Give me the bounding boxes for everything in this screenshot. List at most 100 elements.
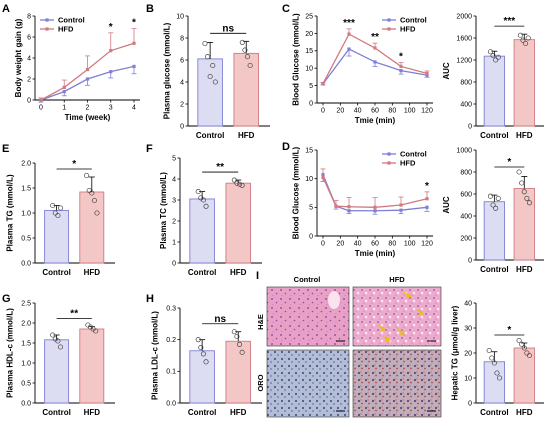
- data-point: [50, 202, 56, 209]
- data-point: [195, 189, 201, 195]
- data-point: [85, 77, 90, 81]
- data-point: [521, 345, 527, 351]
- x-category-label: HFD: [516, 265, 533, 274]
- data-point: [519, 341, 525, 347]
- legend-label: HFD: [400, 25, 416, 34]
- data-point: [425, 73, 429, 77]
- y-tick-label: 10: [305, 66, 313, 73]
- y-tick-label: 1000: [456, 147, 472, 154]
- bar: [44, 210, 70, 264]
- y-axis-label: AUC: [442, 196, 451, 214]
- y-axis-label: Plasma TC (mmol/L): [159, 172, 168, 249]
- y-tick-label: 400: [460, 101, 472, 108]
- y-tick-label: 0: [172, 260, 176, 267]
- legend-label: HFD: [400, 159, 416, 168]
- data-point: [487, 49, 494, 55]
- oro-control-image: [266, 349, 350, 418]
- x-tick-label: 20: [336, 108, 344, 115]
- histology-row-he: H&E: [256, 314, 265, 330]
- y-tick-label: 15: [305, 48, 313, 55]
- y-tick-label: 1.0: [21, 210, 31, 217]
- y-axis-label: Blood Glucose (mmol/L): [292, 146, 301, 239]
- histology-col-control: Control: [294, 275, 321, 284]
- legend-label: Control: [400, 16, 427, 25]
- data-point: [526, 200, 533, 206]
- x-category-label: Control: [480, 265, 508, 274]
- x-tick-label: 3: [109, 105, 113, 112]
- x-category-label: HFD: [230, 408, 247, 417]
- data-point: [399, 203, 403, 207]
- data-point: [490, 202, 496, 208]
- data-point: [212, 79, 218, 85]
- y-tick-label: 600: [460, 191, 472, 198]
- data-point: [231, 177, 237, 183]
- data-point: [62, 85, 66, 89]
- y-axis-label: Plasma HDL-c (mmol/L): [5, 308, 14, 398]
- y-tick-label: 2.0: [21, 160, 31, 167]
- x-tick-label: 120: [421, 241, 433, 248]
- x-tick-label: 40: [354, 241, 362, 248]
- data-point: [495, 195, 501, 201]
- y-tick-label: 1: [172, 239, 176, 246]
- y-axis-label: Hepatic TG (μmol/g liver): [451, 305, 460, 400]
- data-point: [234, 333, 240, 340]
- x-category-label: Control: [480, 408, 508, 417]
- y-tick-label: 10: [305, 176, 313, 183]
- data-point: [195, 337, 201, 343]
- y-tick-label: 4: [172, 176, 176, 183]
- significance-label: **: [70, 309, 78, 320]
- data-point: [493, 205, 499, 211]
- oro-hfd-image: [352, 349, 442, 418]
- data-point: [242, 47, 248, 53]
- data-point: [399, 64, 403, 69]
- x-tick-label: 100: [404, 241, 416, 248]
- data-point: [91, 197, 97, 204]
- y-tick-label: 2: [27, 76, 31, 83]
- x-category-label: HFD: [84, 408, 101, 417]
- y-tick-label: 2000: [456, 13, 472, 20]
- significance-label: *: [425, 181, 429, 192]
- y-axis-label: AUC: [442, 62, 451, 80]
- data-point: [321, 81, 325, 86]
- data-point: [399, 208, 403, 212]
- significance-label: *: [399, 52, 403, 63]
- panel-label-e: E: [2, 143, 9, 155]
- y-tick-label: 1600: [456, 35, 472, 42]
- x-axis-label: Tmie (min): [355, 249, 396, 258]
- y-tick-label: 8: [27, 13, 31, 20]
- data-point: [57, 344, 64, 350]
- y-tick-label: 0.1: [166, 369, 176, 376]
- y-tick-label: 10: [464, 375, 472, 382]
- data-point: [373, 209, 377, 213]
- x-axis-label: Time (week): [65, 113, 111, 122]
- data-point: [210, 62, 216, 69]
- y-tick-label: 0.0: [166, 400, 176, 407]
- data-point: [516, 169, 522, 175]
- y-tick-label: 800: [460, 169, 472, 176]
- y-tick-label: 6: [180, 57, 184, 64]
- y-tick-label: 0: [309, 100, 313, 107]
- data-point: [347, 47, 351, 51]
- x-category-label: HFD: [84, 268, 101, 277]
- y-axis-label: Plasma glucose (mmol/L): [163, 22, 172, 119]
- y-tick-label: 0.5: [21, 380, 31, 387]
- x-category-label: Control: [480, 131, 508, 140]
- y-tick-label: 2: [172, 218, 176, 225]
- series-line: [40, 42, 135, 101]
- y-tick-label: 5: [309, 83, 313, 90]
- bar: [189, 350, 215, 404]
- series-line: [322, 177, 428, 208]
- significance-label: ***: [503, 16, 515, 27]
- data-point: [55, 212, 61, 219]
- panel-label-g: G: [2, 293, 11, 305]
- data-point: [525, 35, 531, 41]
- y-tick-label: 30: [464, 325, 472, 332]
- legend-marker: [387, 27, 391, 31]
- bar: [513, 188, 535, 261]
- y-tick-label: 3: [172, 197, 176, 204]
- bar: [483, 361, 506, 404]
- bar: [79, 328, 105, 404]
- legend-label: HFD: [58, 25, 74, 34]
- data-point: [373, 205, 377, 209]
- bar: [225, 340, 251, 404]
